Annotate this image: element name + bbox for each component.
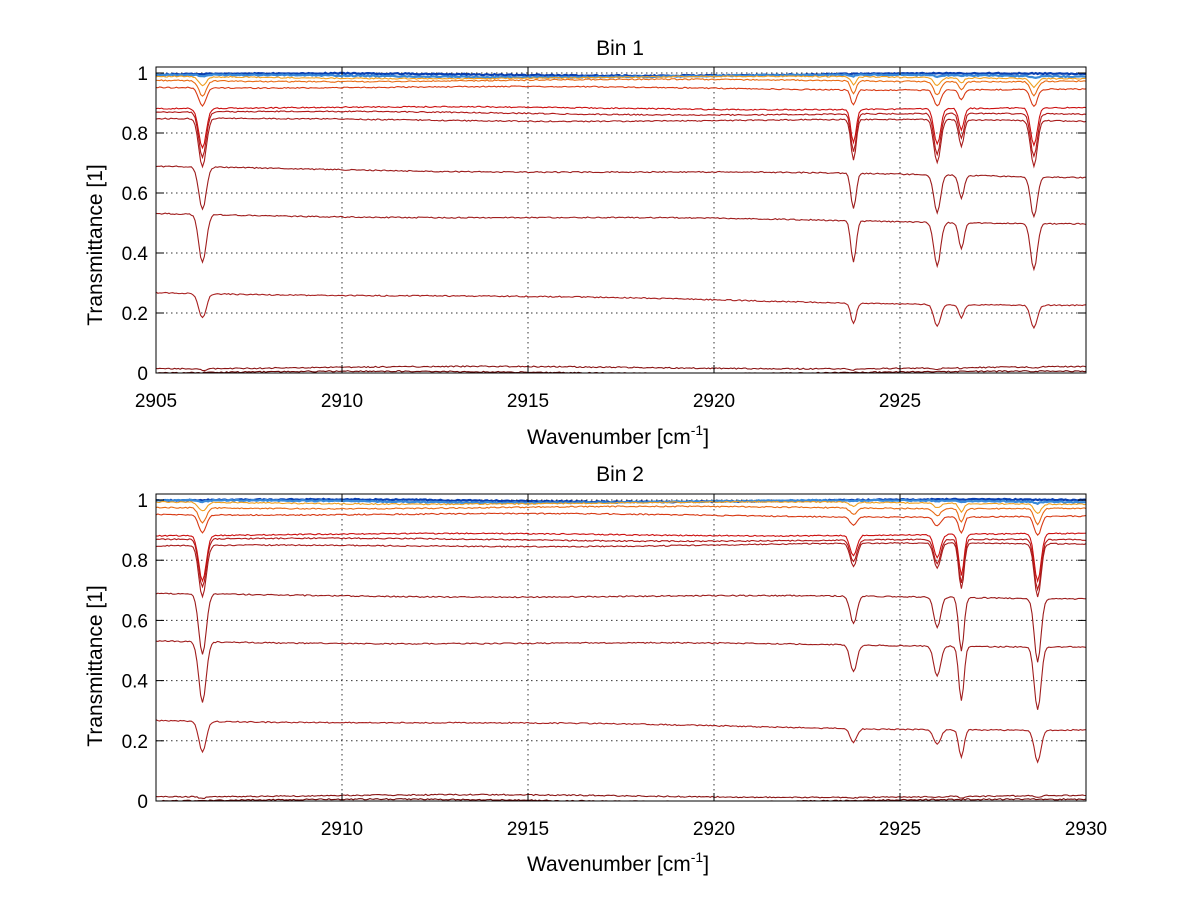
x-axis-label: Wavenumber [cm-1] (527, 849, 709, 876)
y-tick-label: 0 (137, 364, 148, 385)
series-line-trace-8 (156, 117, 1086, 169)
x-tick-label: 2915 (507, 391, 549, 412)
series-line-trace-7 (156, 110, 1086, 160)
series-line-trace-6 (156, 105, 1086, 150)
series-line-trace-10 (156, 212, 1086, 272)
plot-area: 2910 2915 2920 2925 2930 0 0.2 0.4 0.6 0.8 1 (122, 491, 1108, 840)
y-tick-label: 0.4 (122, 244, 149, 265)
series-group (156, 497, 1086, 802)
series-line-trace-3 (156, 500, 1086, 514)
x-axis-label-close: ] (703, 853, 709, 876)
series-line-trace-4 (156, 78, 1086, 97)
x-axis-label-close: ] (703, 426, 709, 449)
y-axis-label: Transmittance [1] (84, 164, 107, 325)
axes-frame (155, 493, 1087, 802)
x-tick-label: 2910 (321, 391, 363, 412)
series-line-trace-6 (156, 532, 1086, 584)
y-tick-label: 0.8 (122, 124, 148, 145)
y-tick-label: 0.8 (122, 551, 148, 572)
y-tick-label: 0.6 (122, 611, 148, 632)
x-tick-label: 2905 (135, 391, 177, 412)
x-tick-label: 2920 (693, 391, 735, 412)
series-line-trace-11 (156, 291, 1086, 330)
y-tick-label: 1 (137, 491, 148, 512)
series-line-trace-9 (156, 592, 1086, 663)
x-tick-label: 2920 (693, 819, 735, 840)
series-line-trace-5 (156, 85, 1086, 108)
x-tick-label: 2910 (321, 819, 363, 840)
y-tick-label: 0 (137, 792, 148, 813)
x-axis-label-exponent: -1 (691, 422, 704, 438)
series-line-trace-11 (156, 719, 1086, 764)
series-group (156, 71, 1086, 374)
x-axis-label-main: Wavenumber [cm (527, 426, 691, 449)
series-line-trace-8 (156, 541, 1086, 599)
plot-area: 2905 2910 2915 2920 2925 0 0.2 0.4 0.6 0.8 1 (122, 64, 1087, 412)
y-tick-label: 0.4 (122, 672, 149, 693)
chart-title: Bin 1 (596, 37, 644, 60)
y-axis-label: Transmittance [1] (84, 585, 107, 746)
y-tick-label: 0.6 (122, 184, 148, 205)
x-axis-label: Wavenumber [cm-1] (527, 422, 709, 449)
x-axis-label-exponent: -1 (691, 849, 704, 865)
x-tick-label: 2925 (879, 819, 921, 840)
series-line-trace-5 (156, 512, 1086, 536)
series-line-trace-10 (156, 639, 1086, 710)
y-tick-label: 0.2 (122, 732, 148, 753)
chart-title: Bin 2 (596, 463, 644, 486)
series-line-trace-12 (156, 365, 1086, 372)
x-tick-label: 2915 (507, 819, 549, 840)
series-line-trace-12 (156, 793, 1086, 800)
axes-frame (155, 66, 1087, 374)
series-line-trace-4 (156, 505, 1086, 526)
series-line-trace-9 (156, 165, 1086, 219)
x-axis-label-main: Wavenumber [cm (527, 853, 691, 876)
series-line-trace-3 (156, 75, 1086, 89)
x-tick-label: 2925 (879, 391, 921, 412)
series-line-trace-2 (156, 73, 1086, 80)
x-tick-label: 2930 (1065, 819, 1107, 840)
y-tick-label: 1 (137, 64, 148, 85)
series-line-trace-7 (156, 537, 1086, 592)
y-tick-label: 0.2 (122, 304, 148, 325)
